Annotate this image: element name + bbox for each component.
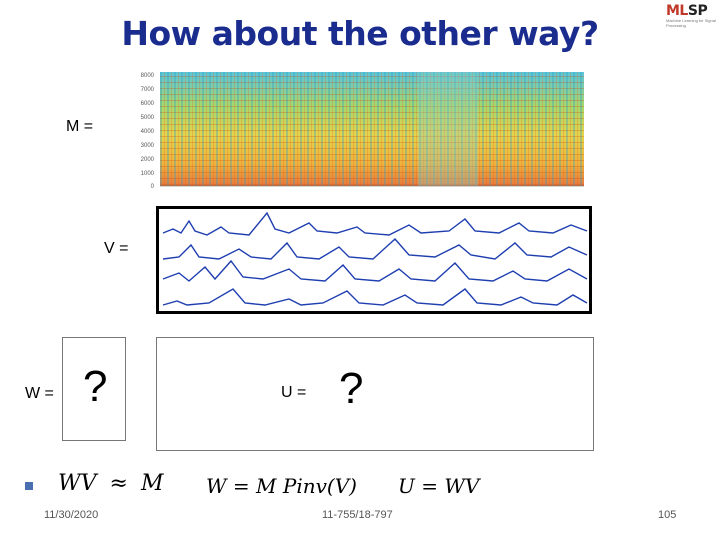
v-label: V = <box>104 240 129 257</box>
u-question-mark: ? <box>339 364 364 413</box>
u-label: U = <box>281 384 307 401</box>
eq1-lhs: WV <box>58 471 97 496</box>
curve-row-3 <box>162 259 588 282</box>
eq1-op: ≈ <box>109 471 128 496</box>
bullet-marker <box>25 482 33 490</box>
curve-row-1 <box>162 211 588 236</box>
slide-title: How about the other way? <box>121 14 599 53</box>
spectrogram-image: 8000 7000 6000 5000 4000 3000 2000 1000 … <box>141 72 584 190</box>
u-matrix-box: U = ? <box>156 337 594 451</box>
eq1-rhs: M <box>140 471 164 496</box>
equation-wv-approx-m: WV ≈ M <box>58 471 163 496</box>
w-question-mark: ? <box>83 362 108 411</box>
footer-date: 11/30/2020 <box>44 509 99 521</box>
w-matrix-box: ? <box>62 337 126 441</box>
logo-text: MLSP <box>666 3 708 19</box>
y-tick: 1000 <box>141 171 155 177</box>
footer-course: 11-755/18-797 <box>322 509 393 521</box>
w-label: W = <box>25 385 54 402</box>
footer-page-number: 105 <box>658 509 677 521</box>
y-tick: 3000 <box>141 143 155 149</box>
y-tick: 4000 <box>141 129 155 135</box>
spectrogram-y-axis: 8000 7000 6000 5000 4000 3000 2000 1000 … <box>141 73 155 190</box>
y-tick: 7000 <box>141 87 155 93</box>
mlsp-logo: MLSP Machine Learning for Signal Process… <box>666 4 716 30</box>
equation-w-pinv: W = M Pinv(V) <box>206 474 357 498</box>
y-tick: 5000 <box>141 115 155 121</box>
curve-row-2 <box>162 238 588 260</box>
y-tick: 0 <box>151 184 155 190</box>
y-tick: 8000 <box>141 73 155 79</box>
y-tick: 2000 <box>141 157 155 163</box>
m-label: M = <box>66 118 94 135</box>
y-tick: 6000 <box>141 101 155 107</box>
curve-row-4 <box>162 288 588 306</box>
equation-u-wv: U = WV <box>398 474 480 498</box>
v-matrix-box <box>156 206 592 314</box>
logo-subtitle: Machine Learning for Signal Processing <box>666 18 716 28</box>
v-basis-curves <box>162 211 588 306</box>
